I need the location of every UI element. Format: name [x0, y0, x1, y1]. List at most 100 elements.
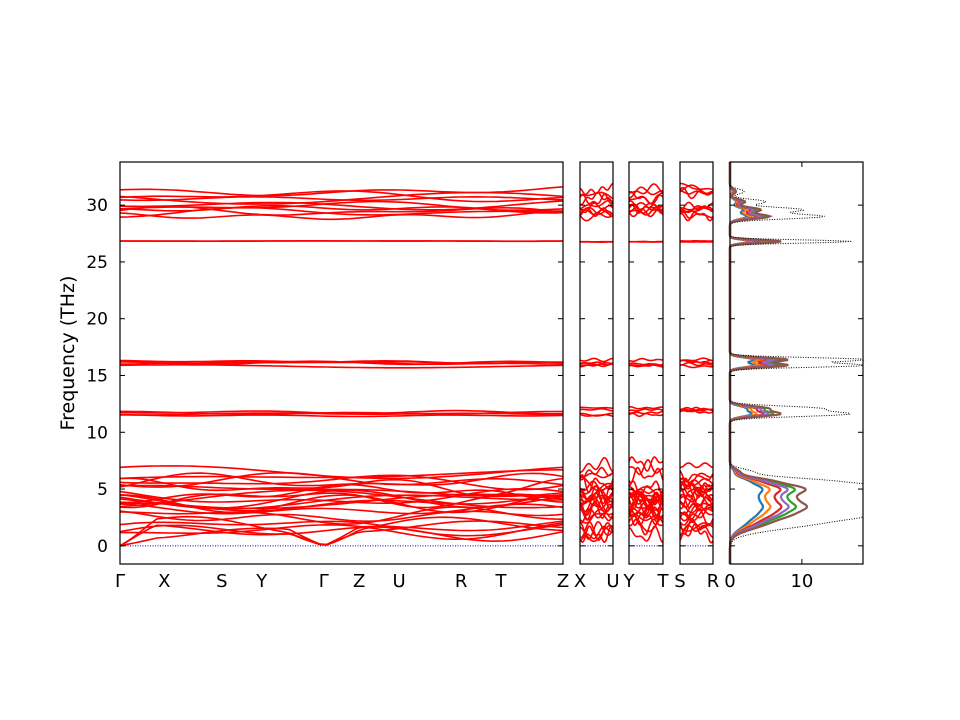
band-line	[119, 520, 564, 547]
band-line	[628, 192, 664, 205]
band-line	[119, 211, 563, 221]
x-tick-label: U	[392, 571, 405, 592]
band-line	[679, 477, 714, 498]
band-line	[679, 190, 714, 195]
band-lines	[119, 182, 714, 547]
band-line	[628, 203, 664, 214]
band-line	[579, 496, 614, 517]
band-line	[119, 494, 563, 510]
band-line	[629, 406, 664, 410]
band-line	[119, 489, 564, 509]
x-tick-label: Z	[557, 571, 569, 592]
y-tick-label: 15	[86, 366, 108, 386]
band-line	[628, 357, 664, 363]
band-line	[628, 186, 664, 199]
band-line	[579, 193, 614, 205]
band-line	[628, 456, 664, 472]
band-line	[119, 364, 564, 369]
dos-frame	[729, 161, 864, 565]
band-line	[119, 477, 564, 497]
dos-x-tick-label: 10	[790, 571, 813, 592]
x-tick-label: R	[707, 571, 720, 592]
band-line	[579, 508, 614, 522]
band-line	[628, 488, 664, 494]
band-line	[579, 407, 614, 412]
band-line	[119, 506, 564, 525]
band-line	[679, 470, 714, 483]
y-axis-label: Frequency (THz)	[57, 276, 79, 431]
band-line	[579, 466, 614, 481]
y-tick-label: 25	[86, 253, 108, 273]
band-line	[119, 191, 564, 205]
band-line	[628, 363, 664, 368]
band-line	[579, 457, 614, 474]
y-tick-label: 5	[97, 480, 108, 500]
x-tick-label: X	[158, 571, 170, 592]
x-tick-label: R	[455, 571, 468, 592]
dos-curves	[728, 162, 865, 564]
band-line	[579, 482, 614, 500]
band-line	[679, 206, 713, 211]
band-line	[628, 183, 664, 195]
band-line	[680, 364, 713, 369]
band-line	[579, 212, 614, 222]
band-line	[580, 406, 614, 410]
y-tick-label: 0	[97, 537, 108, 557]
x-tick-label: Γ	[115, 571, 125, 592]
x-tick-label: T	[494, 571, 507, 592]
band-line	[628, 410, 664, 415]
band-line	[119, 186, 564, 197]
x-tick-label: U	[606, 571, 619, 592]
band-line	[628, 459, 664, 476]
y-tick-label: 20	[86, 310, 108, 330]
band-line	[679, 186, 714, 200]
x-tick-label: Y	[623, 571, 636, 592]
dos-x-tick-label: 0	[724, 571, 735, 592]
band-line	[628, 499, 664, 519]
band-line	[579, 521, 614, 541]
band-line	[679, 211, 714, 222]
panel-frame	[628, 161, 664, 565]
band-line	[680, 361, 713, 367]
x-tick-label: S	[674, 571, 685, 592]
band-line	[119, 492, 564, 509]
band-line	[580, 412, 613, 417]
band-line	[579, 357, 613, 363]
x-tick-label: T	[657, 571, 670, 592]
band-line	[680, 357, 713, 362]
panel-frame	[679, 161, 714, 565]
band-line	[680, 182, 714, 191]
band-line	[679, 485, 714, 503]
band-line	[628, 408, 664, 412]
band-line	[679, 409, 714, 414]
band-line	[679, 206, 714, 214]
x-tick-label: Γ	[319, 571, 329, 592]
band-line	[679, 507, 714, 522]
x-tick-label: S	[216, 571, 227, 592]
band-line	[119, 520, 564, 537]
band-line	[628, 207, 664, 218]
band-line	[679, 521, 714, 536]
y-tick-label: 30	[86, 196, 108, 216]
band-line	[579, 199, 614, 210]
band-line	[629, 525, 664, 544]
band-line	[119, 413, 564, 418]
band-line	[119, 524, 564, 542]
band-line	[679, 472, 714, 487]
band-line	[579, 485, 614, 501]
band-line	[579, 474, 614, 494]
band-line	[628, 492, 664, 507]
band-line	[119, 409, 563, 415]
x-tick-label: Z	[353, 571, 365, 592]
band-line	[120, 361, 563, 365]
band-line	[579, 202, 614, 214]
band-line	[119, 200, 564, 211]
band-line	[119, 204, 564, 214]
band-line	[119, 520, 564, 547]
band-line	[579, 489, 614, 507]
band-line	[579, 480, 614, 492]
band-line	[119, 471, 564, 488]
band-line	[119, 465, 564, 480]
